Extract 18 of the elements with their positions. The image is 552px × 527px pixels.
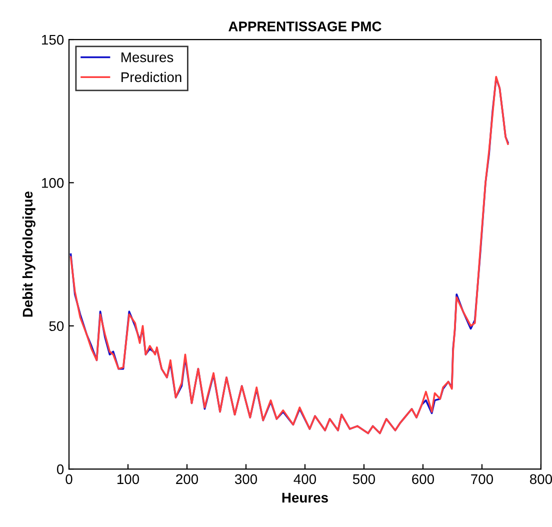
y-tick-label: 0 <box>56 464 64 474</box>
y-tick-label: 150 <box>42 34 64 45</box>
x-tick-label: 600 <box>412 474 434 484</box>
legend-label: Prediction <box>122 72 182 82</box>
x-axis-title: Heures <box>282 492 328 503</box>
y-tick-label: 50 <box>49 321 64 332</box>
y-axis-title: Debit hydrologique <box>22 191 36 317</box>
x-tick-label: 500 <box>352 474 376 484</box>
x-tick-label: 700 <box>471 474 494 484</box>
x-tick-label: 100 <box>117 474 140 484</box>
x-tick-label: 400 <box>294 474 316 484</box>
legend-label: Mesures <box>122 52 174 62</box>
y-tick-label: 100 <box>42 178 64 188</box>
chart-title: APPRENTISSAGE PMC <box>228 21 382 32</box>
x-tick-label: 800 <box>530 474 552 484</box>
x-tick-label: 0 <box>66 474 72 484</box>
x-tick-label: 200 <box>176 474 198 484</box>
x-tick-label: 300 <box>234 474 258 484</box>
